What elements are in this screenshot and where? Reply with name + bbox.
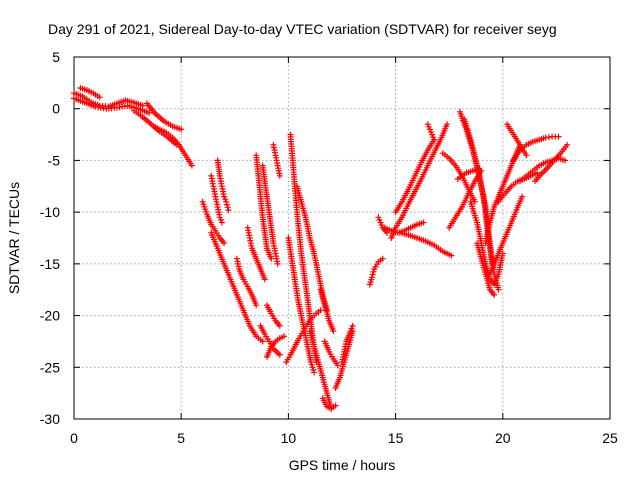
series-track-22 xyxy=(283,307,324,366)
data-markers xyxy=(71,85,571,412)
data-point xyxy=(274,260,281,267)
series-track-47 xyxy=(517,155,568,185)
series-track-48 xyxy=(532,141,571,185)
data-point xyxy=(424,121,431,128)
data-point xyxy=(334,362,341,369)
series-track-24 xyxy=(317,286,337,335)
series-track-07 xyxy=(199,198,228,247)
series-track-12 xyxy=(244,224,268,283)
data-point xyxy=(420,219,427,226)
y-tick-label: -15 xyxy=(40,256,60,272)
data-point xyxy=(96,94,103,101)
x-tick-label: 20 xyxy=(495,430,511,446)
data-point xyxy=(268,255,275,262)
data-point xyxy=(276,322,283,329)
x-tick-label: 10 xyxy=(281,430,297,446)
series-track-19 xyxy=(285,235,318,376)
data-point xyxy=(519,193,526,200)
series-track-30 xyxy=(375,214,390,236)
data-point xyxy=(495,286,502,293)
series-track-35 xyxy=(424,121,438,143)
data-point xyxy=(317,307,324,314)
plot-frame xyxy=(73,56,611,420)
series-track-13 xyxy=(253,152,275,262)
series-track-06 xyxy=(143,100,185,133)
series-track-05 xyxy=(152,124,195,169)
y-tick-label: -10 xyxy=(40,204,60,220)
y-tick-label: -20 xyxy=(40,308,60,324)
x-axis-label: GPS time / hours xyxy=(289,457,396,473)
data-point xyxy=(562,157,568,164)
chart-title: Day 291 of 2021, Sidereal Day-to-day VTE… xyxy=(48,21,557,37)
data-point xyxy=(261,276,268,283)
x-tick-label: 5 xyxy=(177,430,185,446)
data-point xyxy=(281,333,288,340)
series-track-31 xyxy=(388,121,451,241)
x-tick-label: 15 xyxy=(388,430,404,446)
data-point xyxy=(564,141,571,148)
series-track-03 xyxy=(77,85,103,101)
data-point xyxy=(188,162,195,169)
data-point xyxy=(224,204,231,211)
data-point xyxy=(369,271,376,278)
data-point xyxy=(276,351,283,358)
series-track-32 xyxy=(392,136,438,216)
data-point xyxy=(491,291,498,298)
data-point xyxy=(178,126,185,133)
series-track-10 xyxy=(208,229,266,345)
data-point xyxy=(253,302,260,309)
y-tick-label: 0 xyxy=(52,101,60,117)
series-track-37 xyxy=(439,150,478,205)
y-tick-label: -25 xyxy=(40,359,60,375)
series-track-11 xyxy=(233,255,260,309)
data-point xyxy=(146,109,152,116)
series-track-17 xyxy=(264,302,283,329)
series-track-26 xyxy=(321,338,341,369)
data-point xyxy=(370,268,377,275)
series-track-02 xyxy=(71,95,152,116)
data-point xyxy=(223,198,230,205)
data-point xyxy=(379,255,386,262)
x-tick-label: 0 xyxy=(70,430,78,446)
data-point xyxy=(276,172,283,179)
series-track-42 xyxy=(474,240,498,298)
data-point xyxy=(330,328,337,335)
data-point xyxy=(369,274,375,281)
data-point xyxy=(444,121,451,128)
series-track-29 xyxy=(366,255,386,288)
series-track-16 xyxy=(264,333,288,360)
data-point xyxy=(555,133,562,140)
series-track-34 xyxy=(396,229,455,259)
series-track-18 xyxy=(270,141,283,179)
data-point xyxy=(311,369,318,376)
series-track-15 xyxy=(257,322,283,358)
series-track-09 xyxy=(214,157,232,214)
data-point xyxy=(523,152,530,159)
x-tick-label: 25 xyxy=(602,430,618,446)
x-tick-labels: 0 5 10 15 20 25 xyxy=(70,430,618,446)
data-point xyxy=(534,169,541,176)
series-track-44 xyxy=(486,193,526,278)
data-point xyxy=(223,201,230,208)
data-point xyxy=(225,207,232,214)
data-point xyxy=(448,252,455,259)
y-axis-label: SDTVAR / TECUs xyxy=(6,182,22,294)
y-tick-label: 5 xyxy=(52,49,60,65)
tick-marks xyxy=(73,56,611,420)
series-track-08 xyxy=(208,172,225,226)
data-point xyxy=(221,240,228,247)
data-point xyxy=(332,402,339,409)
data-point xyxy=(431,136,438,143)
series-track-28 xyxy=(339,322,356,366)
series-track-25 xyxy=(319,395,339,412)
data-point xyxy=(218,219,225,226)
series-track-49 xyxy=(504,121,530,159)
data-point xyxy=(349,322,356,329)
series-track-14 xyxy=(259,162,281,267)
y-tick-label: -30 xyxy=(40,411,60,427)
y-tick-label: -5 xyxy=(48,152,61,168)
data-point xyxy=(259,338,266,345)
y-tick-labels: 5 0 -5 -10 -15 -20 -25 -30 xyxy=(40,49,60,427)
